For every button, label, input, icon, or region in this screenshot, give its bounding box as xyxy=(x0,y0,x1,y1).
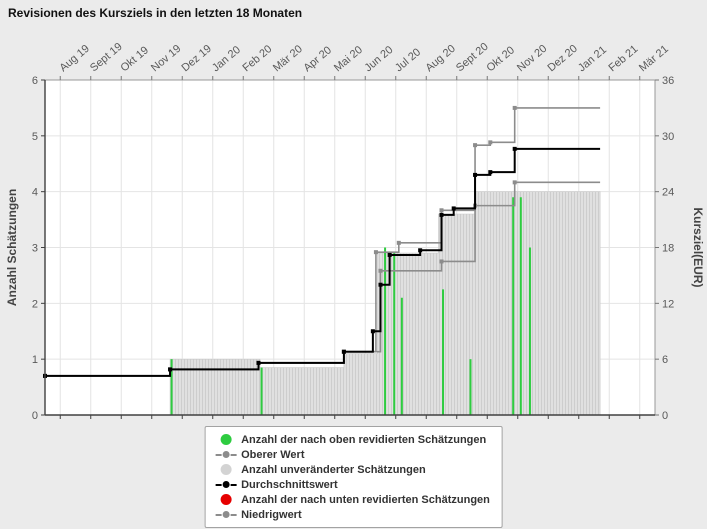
svg-text:4: 4 xyxy=(32,187,38,199)
svg-text:Dez 19: Dez 19 xyxy=(179,43,213,75)
svg-text:Jan 20: Jan 20 xyxy=(210,44,243,74)
svg-text:Dez 20: Dez 20 xyxy=(545,43,579,75)
svg-text:Kursziel(EUR): Kursziel(EUR) xyxy=(691,207,705,287)
chart-title: Revisionen des Kursziels in den letzten … xyxy=(8,6,303,20)
legend-label: Durchschnittswert xyxy=(241,478,338,491)
svg-text:Mär 20: Mär 20 xyxy=(271,43,305,74)
legend-row[interactable]: Oberer Wert xyxy=(213,447,490,462)
svg-text:0: 0 xyxy=(32,410,38,422)
svg-text:Jun 20: Jun 20 xyxy=(362,44,395,74)
svg-text:Aug 19: Aug 19 xyxy=(57,43,91,75)
svg-text:Aug 20: Aug 20 xyxy=(423,43,457,75)
legend-row[interactable]: Durchschnittswert xyxy=(213,477,490,492)
up-revisions-marker-icon xyxy=(213,434,239,445)
svg-text:Anzahl Schätzungen: Anzahl Schätzungen xyxy=(5,189,19,306)
svg-text:Apr 20: Apr 20 xyxy=(301,44,334,74)
legend-label: Niedrigwert xyxy=(241,508,302,521)
svg-text:Jan 21: Jan 21 xyxy=(576,44,609,74)
svg-text:Mär 21: Mär 21 xyxy=(637,43,671,74)
svg-text:Sept 19: Sept 19 xyxy=(88,41,125,75)
legend-label: Anzahl unveränderter Schätzungen xyxy=(241,463,426,476)
legend-row[interactable]: Anzahl unveränderter Schätzungen xyxy=(213,462,490,477)
legend-row[interactable]: Anzahl der nach oben revidierten Schätzu… xyxy=(213,432,490,447)
svg-text:Feb 20: Feb 20 xyxy=(240,43,274,74)
svg-text:6: 6 xyxy=(662,354,668,366)
svg-text:12: 12 xyxy=(662,298,674,310)
svg-text:Nov 20: Nov 20 xyxy=(515,43,549,75)
svg-text:1: 1 xyxy=(32,354,38,366)
svg-text:Sept 20: Sept 20 xyxy=(454,41,491,75)
svg-text:30: 30 xyxy=(662,131,674,143)
svg-text:36: 36 xyxy=(662,75,674,87)
unchanged-estimates-marker-icon xyxy=(213,464,239,475)
svg-text:3: 3 xyxy=(32,243,38,255)
average-value-marker-icon xyxy=(213,481,239,488)
svg-text:24: 24 xyxy=(662,187,674,199)
legend-label: Anzahl der nach unten revidierten Schätz… xyxy=(241,493,490,506)
svg-text:Mai 20: Mai 20 xyxy=(332,44,365,74)
legend-label: Oberer Wert xyxy=(241,448,305,461)
svg-text:5: 5 xyxy=(32,131,38,143)
legend-row[interactable]: Niedrigwert xyxy=(213,507,490,522)
svg-text:6: 6 xyxy=(32,75,38,87)
svg-text:18: 18 xyxy=(662,243,674,255)
upper-value-marker-icon xyxy=(213,451,239,458)
down-revisions-marker-icon xyxy=(213,494,239,505)
svg-text:Feb 21: Feb 21 xyxy=(606,43,640,74)
svg-text:0: 0 xyxy=(662,410,668,422)
svg-text:Jul 20: Jul 20 xyxy=(393,46,423,74)
svg-text:Nov 19: Nov 19 xyxy=(149,43,183,75)
chart-legend: Anzahl der nach oben revidierten Schätzu… xyxy=(204,426,503,528)
legend-label: Anzahl der nach oben revidierten Schätzu… xyxy=(241,433,487,446)
legend-row[interactable]: Anzahl der nach unten revidierten Schätz… xyxy=(213,492,490,507)
svg-text:2: 2 xyxy=(32,298,38,310)
low-value-marker-icon xyxy=(213,511,239,518)
